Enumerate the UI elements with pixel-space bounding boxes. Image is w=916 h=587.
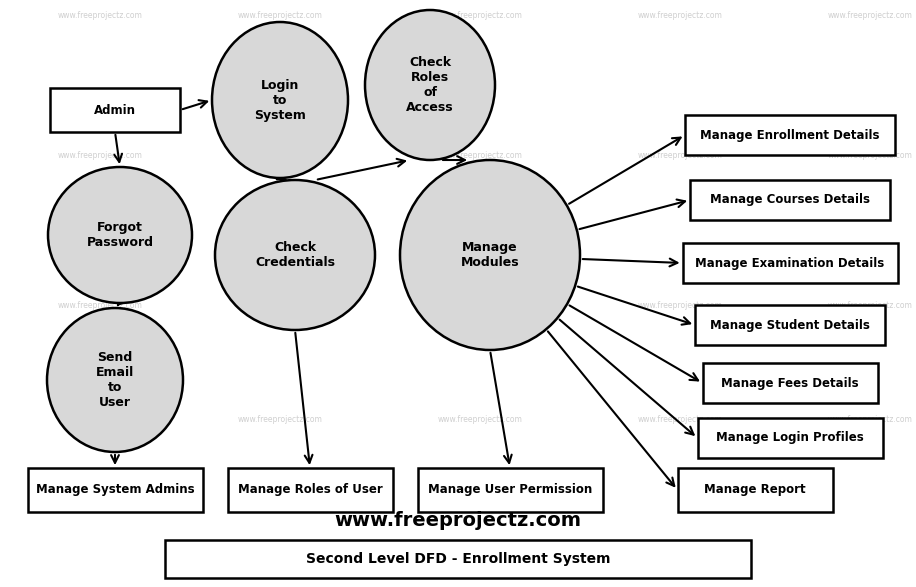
Text: www.freeprojectz.com: www.freeprojectz.com [58,11,142,19]
Text: www.freeprojectz.com: www.freeprojectz.com [58,301,142,309]
Text: www.freeprojectz.com: www.freeprojectz.com [827,150,912,160]
Bar [50,88,180,132]
Ellipse shape [215,180,375,330]
Text: Manage Fees Details: Manage Fees Details [721,376,859,390]
Text: Manage User Permission: Manage User Permission [428,484,592,497]
Text: Manage Login Profiles: Manage Login Profiles [716,431,864,444]
Text: Manage Examination Details: Manage Examination Details [695,257,885,269]
Text: www.freeprojectz.com: www.freeprojectz.com [827,416,912,424]
Ellipse shape [365,10,495,160]
Text: Check
Roles
of
Access: Check Roles of Access [406,56,453,114]
Text: www.freeprojectz.com: www.freeprojectz.com [638,11,723,19]
Bar [690,180,890,220]
Text: www.freeprojectz.com: www.freeprojectz.com [638,301,723,309]
Bar [703,363,878,403]
Ellipse shape [400,160,580,350]
Text: www.freeprojectz.com: www.freeprojectz.com [237,150,322,160]
Text: www.freeprojectz.com: www.freeprojectz.com [827,11,912,19]
Text: Manage Student Details: Manage Student Details [710,319,870,332]
Ellipse shape [212,22,348,178]
Text: Admin: Admin [94,103,136,116]
Text: Manage Report: Manage Report [704,484,806,497]
Text: www.freeprojectz.com: www.freeprojectz.com [438,150,522,160]
Bar [227,468,392,512]
Text: Forgot
Password: Forgot Password [86,221,154,249]
Bar [685,115,895,155]
Text: www.freeprojectz.com: www.freeprojectz.com [438,11,522,19]
Text: Second Level DFD - Enrollment System: Second Level DFD - Enrollment System [306,552,610,566]
Bar [165,540,751,578]
Text: www.freeprojectz.com: www.freeprojectz.com [237,11,322,19]
Text: Manage
Modules: Manage Modules [461,241,519,269]
Ellipse shape [48,167,192,303]
Text: Send
Email
to
User: Send Email to User [96,351,134,409]
Text: www.freeprojectz.com: www.freeprojectz.com [638,150,723,160]
Bar [678,468,833,512]
Text: www.freeprojectz.com: www.freeprojectz.com [237,301,322,309]
Text: www.freeprojectz.com: www.freeprojectz.com [827,301,912,309]
Bar [682,243,898,283]
Text: Login
to
System: Login to System [254,79,306,122]
Ellipse shape [47,308,183,452]
Text: www.freeprojectz.com: www.freeprojectz.com [438,301,522,309]
Text: Manage Courses Details: Manage Courses Details [710,194,870,207]
Text: Check
Credentials: Check Credentials [255,241,335,269]
Text: www.freeprojectz.com: www.freeprojectz.com [334,511,582,529]
Text: www.freeprojectz.com: www.freeprojectz.com [237,416,322,424]
Bar [418,468,603,512]
Bar [697,418,882,458]
Bar [27,468,202,512]
Text: www.freeprojectz.com: www.freeprojectz.com [638,416,723,424]
Text: Manage Enrollment Details: Manage Enrollment Details [700,129,879,141]
Bar [695,305,885,345]
Text: Manage System Admins: Manage System Admins [36,484,194,497]
Text: Manage Roles of User: Manage Roles of User [237,484,382,497]
Text: www.freeprojectz.com: www.freeprojectz.com [58,150,142,160]
Text: www.freeprojectz.com: www.freeprojectz.com [438,416,522,424]
Text: www.freeprojectz.com: www.freeprojectz.com [58,416,142,424]
